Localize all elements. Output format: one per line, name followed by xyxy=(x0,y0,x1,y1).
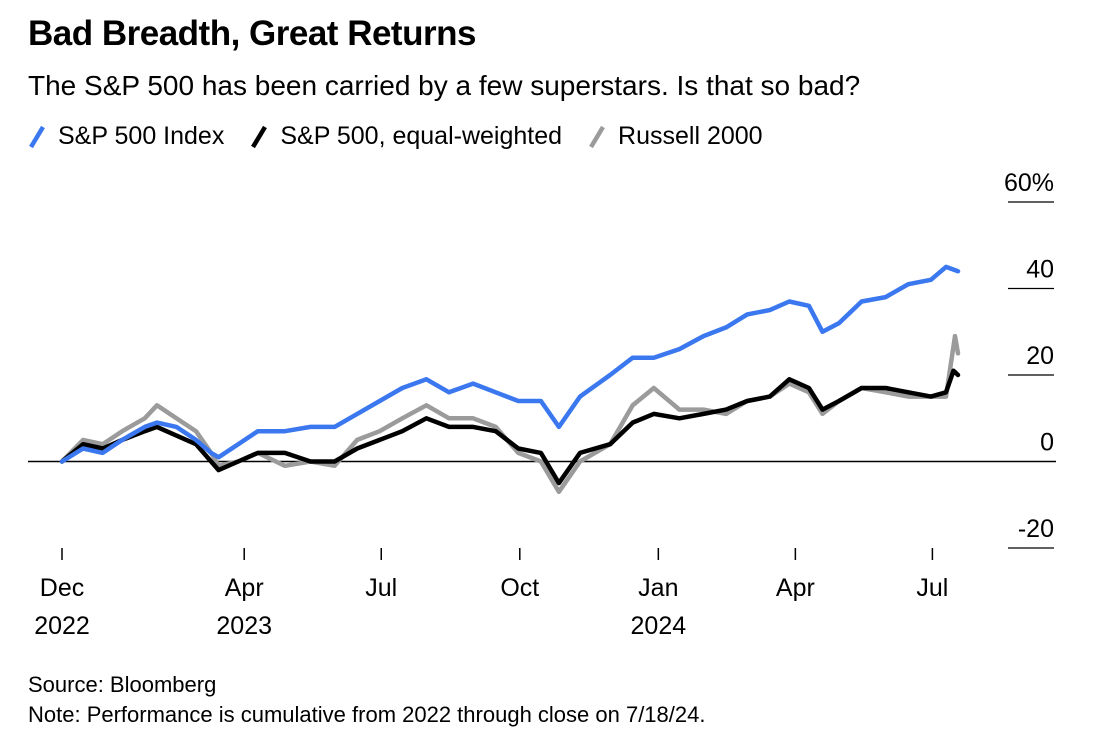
y-tick-label: 60% xyxy=(1004,169,1054,197)
legend-label-sp500-equal: S&P 500, equal-weighted xyxy=(280,122,563,150)
source-note: Source: Bloomberg xyxy=(28,672,217,697)
legend-swatch-sp500 xyxy=(29,125,45,148)
methodology-note: Note: Performance is cumulative from 202… xyxy=(28,702,706,727)
y-tick-label: 0 xyxy=(1040,429,1054,457)
chart-title: Bad Breadth, Great Returns xyxy=(28,14,476,53)
x-tick-year: 2023 xyxy=(216,612,272,640)
legend-item-russell: Russell 2000 xyxy=(588,122,763,151)
x-tick-month: Jul xyxy=(365,574,397,602)
x-tick-month: Dec xyxy=(40,574,84,602)
x-axis: Dec 2022 Apr 2023 Jul Oct Jan 2024 Apr Jul xyxy=(34,548,948,640)
legend-label-russell: Russell 2000 xyxy=(618,122,763,150)
legend-label-sp500: S&P 500 Index xyxy=(58,122,225,150)
x-tick-year: 2024 xyxy=(631,612,687,640)
y-tick-label: -20 xyxy=(1018,515,1054,543)
x-tick-month: Jan xyxy=(638,574,678,602)
legend-item-sp500: S&P 500 Index xyxy=(28,122,224,151)
x-tick-month: Apr xyxy=(225,574,264,602)
y-tick-label: 40 xyxy=(1026,256,1054,284)
chart-subtitle: The S&P 500 has been carried by a few su… xyxy=(28,70,861,101)
x-tick-year: 2022 xyxy=(34,612,90,640)
y-axis: 60% 40 20 0 -20 xyxy=(28,169,1056,549)
y-tick-label: 20 xyxy=(1026,342,1054,370)
legend: S&P 500 Index S&P 500, equal-weighted Ru… xyxy=(28,122,789,151)
x-tick-month: Oct xyxy=(500,574,539,602)
legend-swatch-sp500-equal xyxy=(251,125,268,148)
series-line-russell xyxy=(59,333,961,495)
x-tick-month: Apr xyxy=(776,574,815,602)
series-layer xyxy=(59,264,961,495)
footnotes: Source: Bloomberg Note: Performance is c… xyxy=(28,670,705,730)
series-line-sp500 xyxy=(59,264,961,464)
legend-swatch-russell xyxy=(589,125,605,148)
series-line-sp500-equal xyxy=(59,368,961,486)
legend-item-sp500-equal: S&P 500, equal-weighted xyxy=(250,122,562,151)
x-tick-month: Jul xyxy=(916,574,948,602)
